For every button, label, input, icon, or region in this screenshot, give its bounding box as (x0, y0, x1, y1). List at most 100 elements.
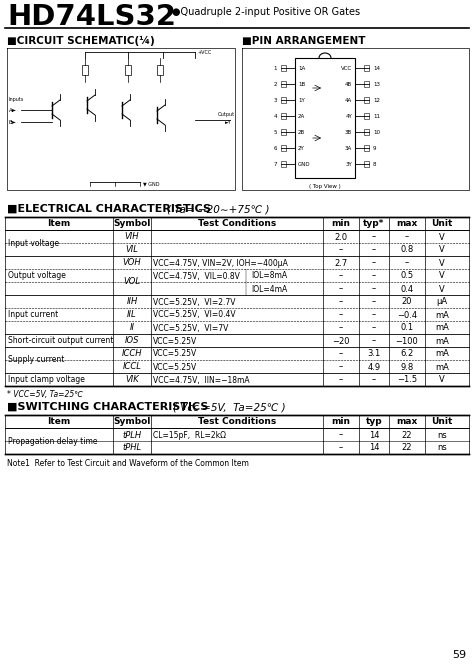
Text: ●Quadruple 2-input Positive OR Gates: ●Quadruple 2-input Positive OR Gates (172, 7, 360, 17)
Text: V: V (439, 376, 445, 384)
Text: 3B: 3B (345, 129, 352, 135)
Text: 59: 59 (452, 650, 466, 660)
Text: –: – (405, 258, 409, 268)
Text: VCC=5.25V,  VI=7V: VCC=5.25V, VI=7V (153, 324, 228, 332)
Bar (82, 65, 88, 75)
Text: 0.8: 0.8 (401, 246, 414, 254)
Bar (364, 81, 369, 87)
Text: 14: 14 (369, 444, 379, 452)
Text: Input clamp voltage: Input clamp voltage (8, 375, 85, 384)
Text: Note1  Refer to Test Circuit and Waveform of the Common Item: Note1 Refer to Test Circuit and Waveform… (7, 459, 249, 468)
Text: VCC=5.25V: VCC=5.25V (153, 350, 197, 358)
Text: 4B: 4B (345, 81, 352, 87)
Text: 1A: 1A (298, 65, 305, 71)
Text: VCC=5.25V: VCC=5.25V (153, 336, 197, 346)
Text: Item: Item (47, 418, 71, 426)
Text: –: – (339, 362, 343, 372)
Text: min: min (331, 220, 350, 228)
Text: 1: 1 (273, 65, 277, 71)
Text: IIH: IIH (127, 297, 137, 306)
Text: –: – (339, 310, 343, 320)
Text: 6: 6 (273, 145, 277, 151)
Text: VCC=5.25V: VCC=5.25V (153, 362, 197, 372)
Text: max: max (396, 220, 418, 228)
Text: 0.4: 0.4 (401, 284, 413, 294)
Text: 9: 9 (373, 145, 376, 151)
Text: VCC=5.25V,  VI=2.7V: VCC=5.25V, VI=2.7V (153, 298, 236, 306)
Text: II: II (129, 323, 135, 332)
Bar (364, 129, 369, 135)
Text: Item: Item (47, 220, 71, 228)
Text: 4A: 4A (345, 97, 352, 103)
Text: +VCC: +VCC (197, 49, 211, 55)
Bar (281, 65, 286, 71)
Text: –: – (372, 376, 376, 384)
Bar (281, 97, 286, 103)
Text: 9.8: 9.8 (401, 362, 414, 372)
Text: max: max (396, 418, 418, 426)
Text: Symbol: Symbol (113, 220, 151, 228)
Text: –: – (372, 232, 376, 242)
Text: Inputs: Inputs (9, 97, 24, 103)
Text: 2Y: 2Y (298, 145, 305, 151)
Text: −20: −20 (332, 336, 350, 346)
Text: μA: μA (437, 298, 447, 306)
Text: 1B: 1B (298, 81, 305, 87)
Text: V: V (439, 232, 445, 242)
Text: HD74LS32: HD74LS32 (7, 3, 176, 31)
Text: typ*: typ* (363, 220, 385, 228)
Text: B►: B► (9, 119, 17, 125)
Text: A►: A► (9, 107, 17, 113)
Text: −1.5: −1.5 (397, 376, 417, 384)
Text: 7: 7 (273, 161, 277, 166)
Bar (281, 113, 286, 119)
Text: 1Y: 1Y (298, 97, 305, 103)
Bar (364, 145, 369, 151)
Bar (281, 129, 286, 135)
Text: VOH: VOH (123, 258, 141, 267)
Bar (364, 113, 369, 119)
Text: 11: 11 (373, 113, 380, 119)
Text: 12: 12 (373, 97, 380, 103)
Text: Unit: Unit (431, 220, 453, 228)
Text: ►Y: ►Y (225, 121, 232, 125)
Text: Symbol: Symbol (113, 418, 151, 426)
Text: 6.2: 6.2 (401, 350, 414, 358)
Text: VOL: VOL (124, 278, 140, 286)
Bar (295, 58, 355, 178)
Text: –: – (372, 336, 376, 346)
Text: –: – (405, 232, 409, 242)
Text: tPHL: tPHL (122, 444, 142, 452)
Text: 3Y: 3Y (345, 161, 352, 166)
Text: 8: 8 (373, 161, 376, 166)
Text: 4Y: 4Y (345, 113, 352, 119)
Text: tPLH: tPLH (122, 430, 142, 440)
Text: IOS: IOS (125, 336, 139, 345)
Text: –: – (372, 272, 376, 280)
Text: 22: 22 (402, 430, 412, 440)
Text: Test Conditions: Test Conditions (198, 220, 276, 228)
Text: ns: ns (437, 430, 447, 440)
Text: 2.0: 2.0 (335, 232, 347, 242)
Text: 0.1: 0.1 (401, 324, 413, 332)
Text: VIK: VIK (125, 375, 139, 384)
Text: ( Vcc =5V,  Ta=25℃ ): ( Vcc =5V, Ta=25℃ ) (173, 402, 286, 412)
Text: VCC: VCC (341, 65, 352, 71)
Text: 2A: 2A (298, 113, 305, 119)
Text: mA: mA (435, 336, 449, 346)
Text: ■SWITCHING CHARACTERISTICS: ■SWITCHING CHARACTERISTICS (7, 402, 209, 412)
Text: –: – (372, 246, 376, 254)
Text: 3.1: 3.1 (367, 350, 381, 358)
Text: ▼ GND: ▼ GND (143, 182, 159, 186)
Text: 2: 2 (273, 81, 277, 87)
Text: 0.5: 0.5 (401, 272, 413, 280)
Text: ICCL: ICCL (123, 362, 141, 371)
Text: Input voltage: Input voltage (8, 238, 59, 248)
Text: –: – (339, 444, 343, 452)
Text: ICCH: ICCH (122, 349, 142, 358)
Text: CL=15pF,  RL=2kΩ: CL=15pF, RL=2kΩ (153, 430, 226, 440)
Text: mA: mA (435, 362, 449, 372)
Text: 14: 14 (373, 65, 380, 71)
Text: ■PIN ARRANGEMENT: ■PIN ARRANGEMENT (242, 36, 365, 46)
Text: Supply current: Supply current (8, 356, 64, 364)
